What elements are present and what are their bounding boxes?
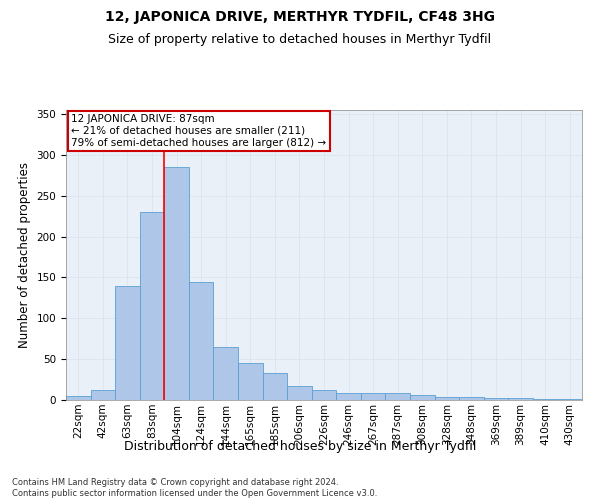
Text: Size of property relative to detached houses in Merthyr Tydfil: Size of property relative to detached ho… xyxy=(109,32,491,46)
Text: 12 JAPONICA DRIVE: 87sqm
← 21% of detached houses are smaller (211)
79% of semi-: 12 JAPONICA DRIVE: 87sqm ← 21% of detach… xyxy=(71,114,326,148)
Text: 12, JAPONICA DRIVE, MERTHYR TYDFIL, CF48 3HG: 12, JAPONICA DRIVE, MERTHYR TYDFIL, CF48… xyxy=(105,10,495,24)
Bar xyxy=(91,390,115,400)
Bar xyxy=(238,363,263,400)
Bar xyxy=(434,396,459,400)
Bar xyxy=(164,167,189,400)
Bar xyxy=(557,399,582,400)
Bar xyxy=(336,394,361,400)
Bar xyxy=(459,396,484,400)
Bar xyxy=(410,395,434,400)
Bar xyxy=(263,373,287,400)
Bar xyxy=(312,390,336,400)
Bar xyxy=(385,394,410,400)
Bar xyxy=(361,392,385,400)
Bar xyxy=(287,386,312,400)
Bar xyxy=(533,399,557,400)
Bar xyxy=(115,286,140,400)
Y-axis label: Number of detached properties: Number of detached properties xyxy=(18,162,31,348)
Text: Distribution of detached houses by size in Merthyr Tydfil: Distribution of detached houses by size … xyxy=(124,440,476,453)
Bar xyxy=(66,396,91,400)
Bar xyxy=(189,282,214,400)
Bar xyxy=(140,212,164,400)
Text: Contains HM Land Registry data © Crown copyright and database right 2024.
Contai: Contains HM Land Registry data © Crown c… xyxy=(12,478,377,498)
Bar xyxy=(214,347,238,400)
Bar xyxy=(508,398,533,400)
Bar xyxy=(484,398,508,400)
